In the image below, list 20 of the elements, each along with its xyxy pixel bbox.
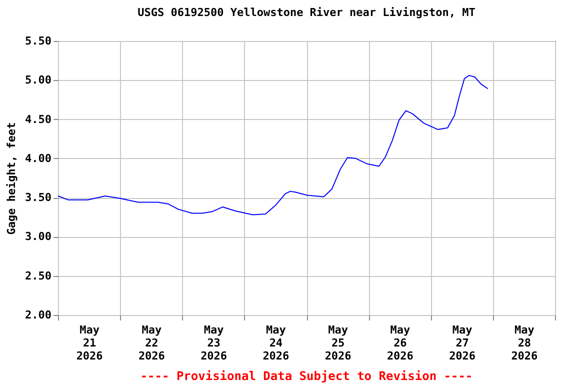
y-tick-label: 2.50 — [25, 269, 52, 282]
text: ---- Provisional Data Subject to Revision ---- — [140, 369, 473, 383]
y-axis-title: Gage height, feet — [5, 122, 18, 235]
x-tick-label: May 27 2026 — [449, 324, 476, 362]
y-tick-label: 3.00 — [25, 230, 52, 244]
x-tick-label: May 26 2026 — [386, 324, 414, 362]
y-tick-label: 5.50 — [25, 34, 52, 48]
y-tick-label: 2.00 — [25, 308, 52, 322]
chart-title: USGS 06192500 Yellowstone River near Livingston, MT — [138, 6, 476, 19]
x-tick-label: May 21 2026 — [76, 324, 104, 362]
y-tick-label: 4.50 — [25, 112, 52, 126]
y-tick-label: 5.00 — [25, 74, 52, 87]
x-tick-label: May 25 2026 — [324, 324, 352, 362]
x-tick-label: May 28 2026 — [511, 324, 538, 362]
y-tick-label: 4.00 — [25, 152, 52, 165]
y-tick-label: 3.50 — [25, 191, 52, 204]
x-tick-label: May 23 2026 — [200, 324, 228, 362]
x-tick-label: May 24 2026 — [262, 324, 290, 362]
x-tick-label: May 22 2026 — [138, 324, 166, 362]
line-series — [58, 74, 488, 216]
